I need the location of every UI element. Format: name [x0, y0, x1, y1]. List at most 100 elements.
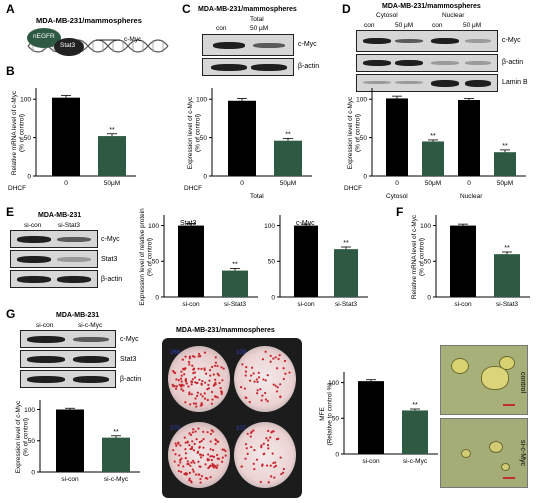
- colony-2-108: [214, 442, 217, 446]
- colony-0-113: [182, 389, 185, 392]
- panel-c-title: MDA-MB-231/mammospheres: [198, 6, 297, 13]
- bar-E1-1: [222, 270, 248, 297]
- stat3-protein-shape: [54, 38, 84, 56]
- colony-1-13: [282, 367, 285, 370]
- significance-G2-1: **: [412, 402, 418, 409]
- well-count-4: 107: [236, 426, 247, 432]
- colony-1-21: [274, 356, 277, 359]
- colony-1-44: [276, 386, 279, 389]
- colony-2-64: [190, 447, 193, 450]
- colony-dots: [171, 350, 291, 484]
- bar-F-1: [494, 254, 520, 297]
- colony-0-67: [190, 383, 193, 386]
- colony-2-67: [217, 457, 221, 461]
- colony-0-34: [196, 391, 199, 394]
- colony-2-72: [208, 465, 211, 468]
- panel-g-title: MDA-MB-231: [56, 312, 100, 319]
- colony-2-110: [206, 457, 209, 461]
- x-tick-label-E2-1: si-Stat3: [335, 301, 357, 308]
- colony-0-76: [203, 392, 206, 395]
- panel-c-blot-label-actin: β-actin: [298, 63, 320, 70]
- colony-1-16: [279, 395, 282, 398]
- colony-2-70: [214, 438, 217, 441]
- colony-2-117: [177, 469, 180, 473]
- colony-3-12: [274, 464, 278, 467]
- y-axis-label-B: Relative mRNA level of c-Myc(% of contro…: [11, 90, 26, 175]
- colony-0-0: [177, 379, 180, 382]
- bar-E1-0: [178, 225, 204, 297]
- colony-0-116: [178, 383, 181, 386]
- colony-0-92: [188, 363, 191, 366]
- bar-E2-0: [294, 225, 318, 297]
- y-tick-label-D-2: 100: [356, 97, 367, 104]
- colony-2-120: [215, 466, 218, 469]
- panel-g-blot-stat3: [20, 350, 116, 368]
- colony-0-108: [203, 367, 206, 370]
- colony-0-29: [188, 357, 191, 360]
- colony-3-20: [267, 481, 270, 484]
- colony-2-69: [212, 449, 215, 452]
- x-tick-label-D-2: 0: [467, 180, 471, 187]
- colony-0-75: [204, 381, 207, 384]
- bar-G1-1: [102, 437, 130, 472]
- colony-0-45: [214, 378, 217, 381]
- colony-2-105: [212, 430, 215, 433]
- colony-3-23: [266, 464, 269, 467]
- colony-2-9: [210, 458, 213, 462]
- y-tick-label-E1-1: 50: [152, 259, 160, 266]
- colony-0-38: [220, 366, 223, 369]
- panel-b-xprefix: DHCF: [8, 185, 27, 192]
- bar-G1-0: [56, 409, 84, 472]
- x-tick-label-D-3: 50μM: [497, 180, 513, 187]
- colony-0-44: [195, 405, 198, 408]
- panel-letter-d: D: [342, 2, 351, 16]
- colony-2-106: [182, 465, 185, 468]
- panel-letter-b: B: [6, 64, 15, 78]
- panel-d-lane-2: 50 μM: [395, 22, 414, 29]
- x-tick-label-B-0: 0: [64, 180, 68, 187]
- colony-0-11: [222, 367, 225, 370]
- colony-1-24: [272, 383, 275, 386]
- panel-d-xprefix: DHCF: [344, 185, 363, 192]
- colony-2-41: [192, 470, 195, 473]
- colony-3-39: [250, 445, 253, 449]
- colony-3-15: [265, 437, 268, 440]
- colony-2-43: [209, 440, 212, 443]
- panel-d-group-2: Nuclear: [442, 12, 465, 19]
- colony-2-49: [191, 459, 195, 462]
- colony-3-37: [273, 476, 276, 479]
- panel-c-lane-1: con: [216, 25, 227, 32]
- bar-G2-1: [402, 410, 428, 454]
- colony-0-47: [220, 392, 223, 396]
- colony-1-19: [244, 370, 248, 373]
- y-tick-label-F-2: 100: [420, 223, 431, 230]
- chart-title-E2: c-Myc: [296, 220, 315, 227]
- y-tick-label-D-1: 50: [360, 135, 368, 142]
- bar-C-0: [228, 100, 256, 176]
- colony-0-90: [190, 380, 194, 383]
- colony-3-26: [255, 458, 259, 461]
- colony-3-9: [280, 472, 283, 476]
- colony-1-11: [261, 394, 264, 397]
- colony-1-36: [248, 379, 252, 382]
- colony-1-25: [245, 396, 248, 400]
- colony-2-61: [190, 481, 193, 484]
- colony-1-45: [243, 387, 246, 390]
- y-tick-label-B-2: 100: [20, 97, 31, 104]
- colony-2-56: [202, 446, 205, 449]
- panel-letter-e: E: [6, 205, 15, 219]
- colony-0-69: [221, 379, 224, 382]
- colony-1-48: [278, 354, 281, 357]
- colony-3-47: [269, 436, 272, 439]
- colony-3-27: [244, 443, 248, 446]
- colony-1-4: [266, 400, 269, 403]
- significance-E2-1: **: [343, 240, 349, 247]
- panel-e-title: MDA-MB-231: [38, 212, 82, 219]
- colony-0-51: [208, 369, 212, 372]
- x-tick-label-G2-1: si-c-Myc: [403, 458, 428, 465]
- x-tick-label-G1-1: si-c-Myc: [104, 476, 129, 483]
- colony-3-43: [249, 435, 252, 438]
- colony-2-18: [179, 458, 182, 462]
